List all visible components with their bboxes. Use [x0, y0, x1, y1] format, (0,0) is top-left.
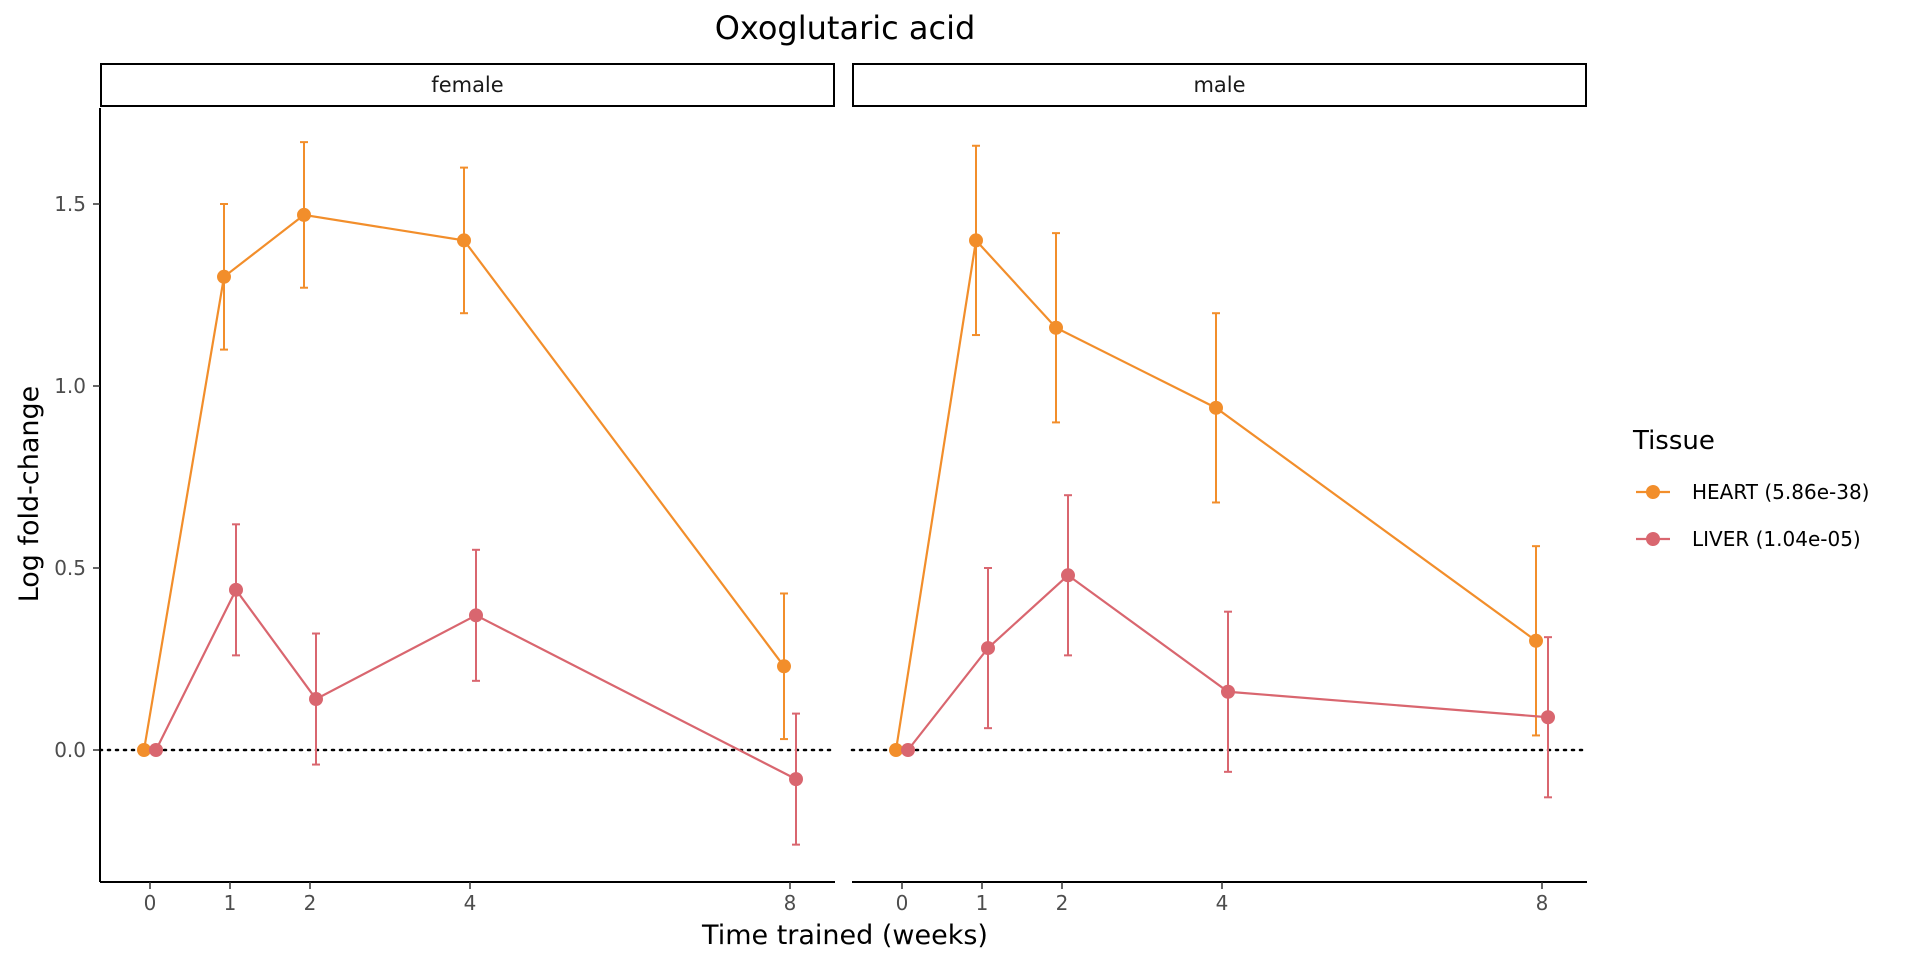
legend-entry-label: LIVER (1.04e-05) — [1692, 527, 1861, 551]
legend-entry-liver: LIVER (1.04e-05) — [1636, 527, 1861, 551]
data-point — [889, 743, 903, 757]
facet-strip — [100, 63, 835, 107]
y-tick-label: 1.0 — [54, 374, 86, 398]
series-heart — [889, 144, 1543, 757]
data-point — [297, 207, 311, 222]
y-tick-label: 0.0 — [54, 738, 86, 762]
data-point — [969, 233, 983, 248]
legend-key-point — [1646, 485, 1660, 499]
data-point — [1529, 633, 1543, 648]
data-point — [789, 772, 803, 787]
data-point — [137, 743, 151, 757]
facet-strip — [852, 63, 1587, 107]
data-point — [1209, 400, 1223, 415]
panel-male: male 0 1 2 4 8 — [850, 63, 1589, 915]
data-point — [149, 743, 163, 757]
y-tick-label: 0.5 — [54, 556, 86, 580]
legend-entry-heart: HEART (5.86e-38) — [1636, 480, 1869, 504]
legend-title: Tissue — [1632, 426, 1715, 456]
x-tick-label: 4 — [464, 891, 477, 915]
data-point — [1221, 684, 1235, 699]
data-point — [217, 269, 231, 284]
data-point — [777, 659, 791, 674]
facet-strip-label: male — [1193, 73, 1245, 97]
series-liver — [149, 523, 803, 846]
y-axis-label: Log fold-change — [14, 386, 45, 603]
data-point — [1061, 568, 1075, 583]
x-axis-label: Time trained (weeks) — [701, 920, 988, 951]
data-point — [309, 692, 323, 707]
x-tick-label: 8 — [1536, 891, 1549, 915]
data-point — [457, 233, 471, 248]
x-tick-label: 2 — [1056, 891, 1069, 915]
panels-layer: 0.0 0.5 1.0 1.5 female 0 1 2 4 8 male 0 1 2 4 8 — [54, 63, 1589, 915]
data-point — [901, 743, 915, 757]
x-tick-label: 8 — [784, 891, 797, 915]
series-liver — [901, 494, 1555, 799]
x-tick-label: 0 — [144, 891, 157, 915]
x-tick-label: 1 — [976, 891, 989, 915]
x-tick-label: 0 — [896, 891, 909, 915]
series-heart — [137, 141, 791, 757]
chart-title: Oxoglutaric acid — [715, 9, 976, 47]
legend: HEART (5.86e-38) LIVER (1.04e-05) — [1636, 480, 1869, 551]
data-point — [469, 608, 483, 623]
panel-female: female 0 1 2 4 8 — [98, 63, 837, 915]
y-tick-label: 1.5 — [54, 192, 86, 216]
x-tick-label: 4 — [1216, 891, 1229, 915]
data-point — [229, 582, 243, 597]
legend-key-point — [1646, 532, 1660, 546]
facet-strip-label: female — [431, 73, 503, 97]
data-point — [981, 641, 995, 656]
data-point — [1541, 710, 1555, 725]
data-point — [1049, 320, 1063, 335]
x-tick-label: 2 — [304, 891, 317, 915]
legend-entry-label: HEART (5.86e-38) — [1692, 480, 1869, 504]
x-tick-label: 1 — [224, 891, 237, 915]
